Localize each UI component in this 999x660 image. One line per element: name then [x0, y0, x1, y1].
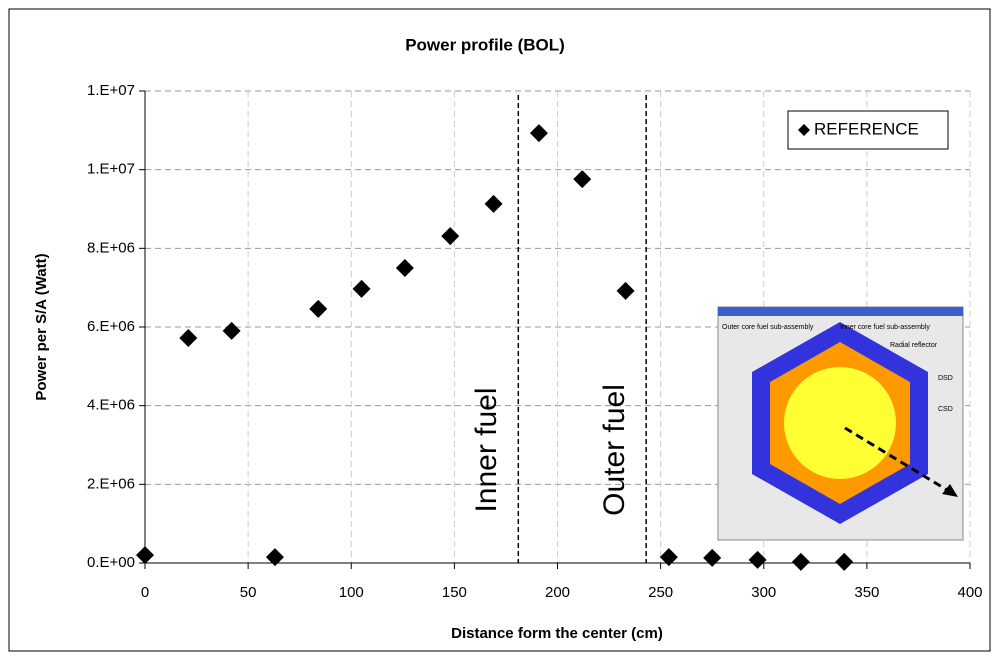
boundary-label: Inner fuel [470, 387, 503, 512]
point [441, 227, 460, 246]
point [265, 548, 284, 567]
y-tick-label: 1.E+07 [87, 82, 135, 99]
legend-box [787, 110, 949, 150]
point [659, 548, 678, 567]
point [703, 548, 722, 567]
inset-label: Radial reflector [890, 342, 938, 349]
boundary-label: Outer fuel [598, 384, 631, 516]
inset-label: DSD [938, 375, 953, 382]
point [529, 124, 548, 143]
point [573, 170, 592, 189]
inset-label: CSD [938, 406, 953, 413]
inset-label: Outer core fuel sub-assembly [722, 324, 814, 331]
x-tick-label: 0 [141, 584, 149, 601]
point [309, 299, 328, 318]
x-tick-label: 250 [648, 584, 673, 601]
x-tick-label: 400 [957, 584, 982, 601]
inset-label: Inner core fuel sub-assembly [840, 324, 930, 331]
legend-marker [798, 124, 810, 136]
inset-titlebar [718, 307, 963, 316]
x-tick-label: 150 [442, 584, 467, 601]
x-tick-label: 300 [751, 584, 776, 601]
x-tick-label: 50 [240, 584, 257, 601]
chart-title: Power profile (BOL) [405, 35, 565, 54]
point [352, 279, 371, 298]
inset-arrow [844, 426, 953, 495]
y-tick-label: 0.E+00 [87, 554, 135, 571]
legend-label: REFERENCE [814, 119, 919, 138]
point [136, 546, 154, 565]
x-axis-label: Distance form the center (cm) [451, 625, 663, 642]
x-tick-label: 100 [339, 584, 364, 601]
point [748, 550, 767, 569]
inset-arrowhead [942, 484, 958, 497]
y-tick-label: 8.E+06 [87, 239, 135, 256]
inset-image: Outer core fuel sub-assembly Inner core … [717, 306, 964, 541]
y-tick-label: 2.E+06 [87, 475, 135, 492]
x-tick-label: 350 [854, 584, 879, 601]
y-tick-label: 1.E+07 [87, 161, 135, 178]
point [616, 281, 635, 300]
point [222, 321, 241, 340]
y-axis-label: Power per S/A (Watt) [33, 253, 50, 400]
y-tick-label: 4.E+06 [87, 397, 135, 414]
y-tick-label: 6.E+06 [87, 318, 135, 335]
point [791, 552, 810, 571]
point [179, 329, 198, 348]
point [835, 552, 854, 571]
point [395, 259, 414, 277]
x-tick-label: 200 [545, 584, 570, 601]
inner-core [784, 367, 896, 479]
point [484, 194, 503, 213]
